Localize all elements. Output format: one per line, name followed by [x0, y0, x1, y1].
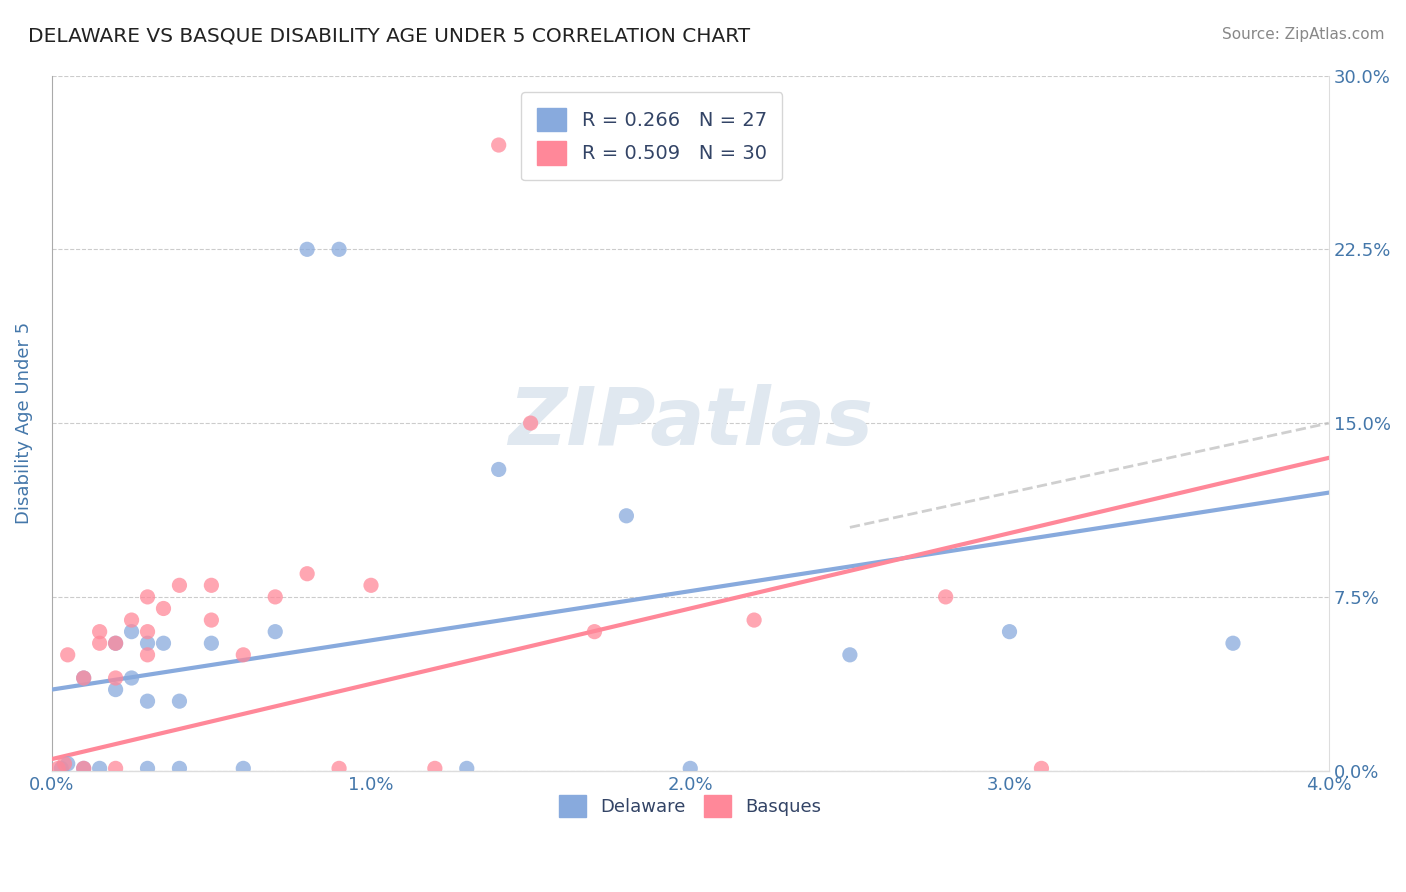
- Point: [56, 648, 79, 662]
- Point: [121, 671, 143, 685]
- Point: [53, 756, 76, 771]
- Point: [616, 508, 638, 523]
- Point: [46, 761, 69, 775]
- Point: [295, 242, 318, 256]
- Text: Source: ZipAtlas.com: Source: ZipAtlas.com: [1222, 27, 1385, 42]
- Point: [423, 761, 446, 775]
- Point: [169, 761, 191, 775]
- Point: [89, 761, 111, 775]
- Point: [488, 462, 510, 476]
- Point: [1222, 636, 1244, 650]
- Point: [121, 624, 143, 639]
- Point: [519, 416, 541, 430]
- Point: [152, 601, 174, 615]
- Point: [583, 624, 606, 639]
- Point: [136, 761, 159, 775]
- Point: [136, 648, 159, 662]
- Point: [73, 671, 96, 685]
- Point: [328, 242, 350, 256]
- Point: [838, 648, 860, 662]
- Point: [1031, 761, 1053, 775]
- Point: [935, 590, 957, 604]
- Y-axis label: Disability Age Under 5: Disability Age Under 5: [15, 322, 32, 524]
- Point: [232, 648, 254, 662]
- Point: [51, 761, 73, 775]
- Point: [360, 578, 382, 592]
- Text: DELAWARE VS BASQUE DISABILITY AGE UNDER 5 CORRELATION CHART: DELAWARE VS BASQUE DISABILITY AGE UNDER …: [28, 27, 751, 45]
- Point: [104, 761, 127, 775]
- Point: [232, 761, 254, 775]
- Point: [264, 590, 287, 604]
- Point: [169, 578, 191, 592]
- Point: [104, 636, 127, 650]
- Point: [104, 636, 127, 650]
- Point: [328, 761, 350, 775]
- Point: [136, 624, 159, 639]
- Point: [136, 694, 159, 708]
- Point: [200, 636, 222, 650]
- Point: [456, 761, 478, 775]
- Point: [169, 694, 191, 708]
- Point: [73, 671, 96, 685]
- Text: ZIPatlas: ZIPatlas: [508, 384, 873, 462]
- Point: [679, 761, 702, 775]
- Point: [264, 624, 287, 639]
- Point: [56, 756, 79, 771]
- Point: [73, 761, 96, 775]
- Point: [104, 682, 127, 697]
- Point: [73, 761, 96, 775]
- Point: [104, 671, 127, 685]
- Point: [121, 613, 143, 627]
- Point: [998, 624, 1021, 639]
- Legend: Delaware, Basques: Delaware, Basques: [551, 788, 828, 824]
- Point: [136, 590, 159, 604]
- Point: [200, 613, 222, 627]
- Point: [136, 636, 159, 650]
- Point: [89, 636, 111, 650]
- Point: [488, 138, 510, 153]
- Point: [89, 624, 111, 639]
- Point: [200, 578, 222, 592]
- Point: [742, 613, 765, 627]
- Point: [295, 566, 318, 581]
- Point: [152, 636, 174, 650]
